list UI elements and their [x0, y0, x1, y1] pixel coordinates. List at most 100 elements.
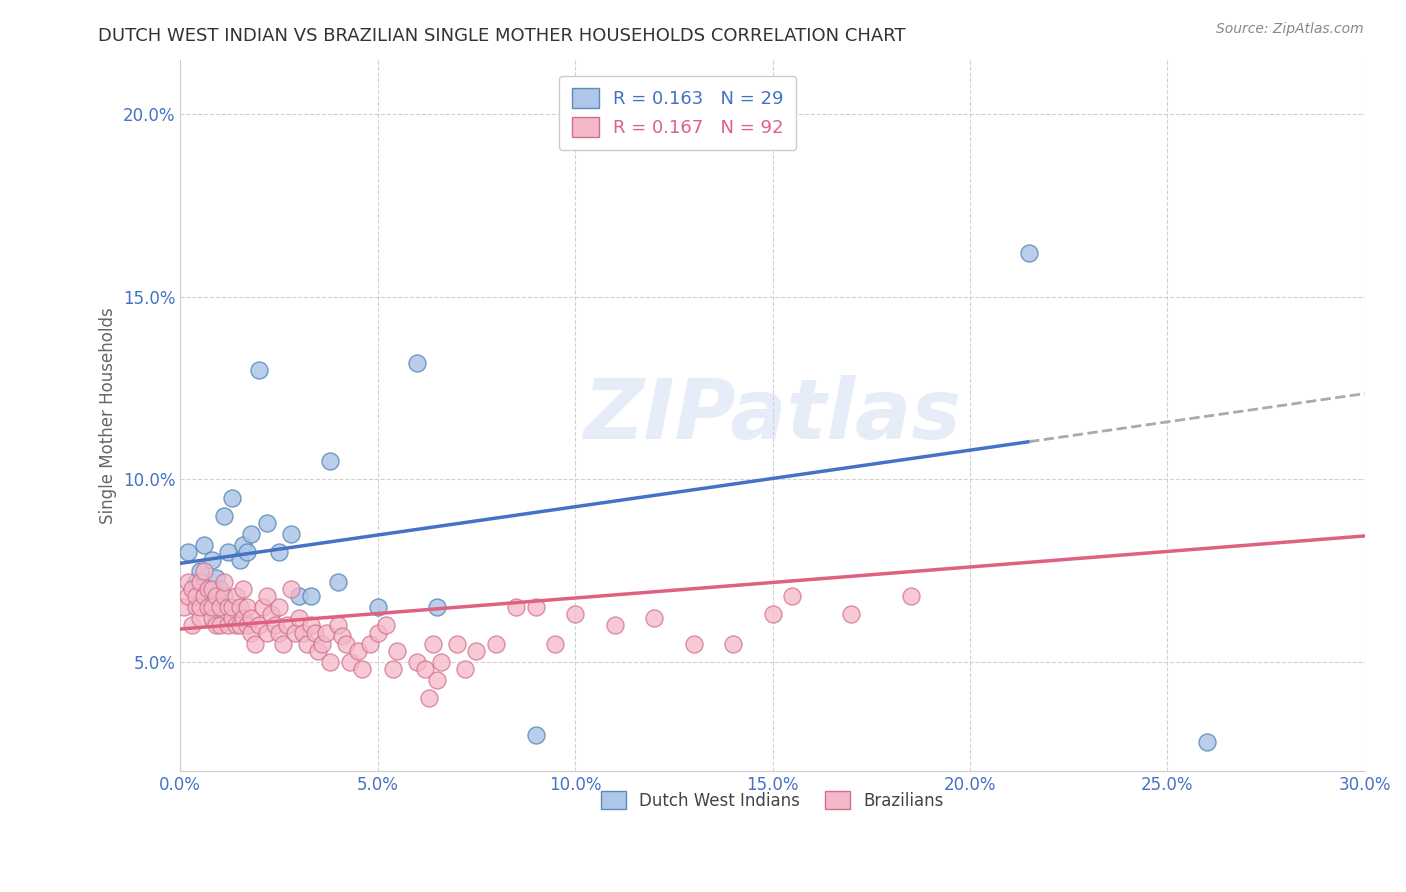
Point	[236, 545, 259, 559]
Point	[197, 600, 219, 615]
Point	[430, 655, 453, 669]
Point	[319, 655, 342, 669]
Point	[225, 589, 247, 603]
Point	[228, 618, 250, 632]
Legend: Dutch West Indians, Brazilians: Dutch West Indians, Brazilians	[595, 784, 950, 816]
Point	[1018, 246, 1040, 260]
Point	[236, 618, 259, 632]
Point	[188, 600, 211, 615]
Text: DUTCH WEST INDIAN VS BRAZILIAN SINGLE MOTHER HOUSEHOLDS CORRELATION CHART: DUTCH WEST INDIAN VS BRAZILIAN SINGLE MO…	[98, 27, 905, 45]
Point	[295, 637, 318, 651]
Point	[264, 618, 287, 632]
Point	[188, 564, 211, 578]
Point	[900, 589, 922, 603]
Point	[260, 607, 283, 622]
Point	[304, 625, 326, 640]
Point	[228, 600, 250, 615]
Point	[280, 582, 302, 596]
Point	[280, 527, 302, 541]
Point	[197, 582, 219, 596]
Point	[271, 637, 294, 651]
Point	[564, 607, 586, 622]
Point	[330, 629, 353, 643]
Point	[188, 574, 211, 589]
Point	[177, 589, 200, 603]
Point	[236, 600, 259, 615]
Point	[319, 454, 342, 468]
Point	[367, 600, 389, 615]
Point	[299, 589, 322, 603]
Point	[524, 728, 547, 742]
Point	[201, 611, 224, 625]
Point	[240, 611, 263, 625]
Point	[201, 582, 224, 596]
Point	[184, 574, 207, 589]
Point	[256, 589, 278, 603]
Point	[201, 600, 224, 615]
Point	[406, 655, 429, 669]
Point	[267, 625, 290, 640]
Point	[232, 582, 254, 596]
Point	[335, 637, 357, 651]
Point	[267, 545, 290, 559]
Point	[453, 662, 475, 676]
Point	[201, 552, 224, 566]
Point	[426, 673, 449, 687]
Y-axis label: Single Mother Households: Single Mother Households	[100, 307, 117, 524]
Point	[204, 589, 226, 603]
Point	[524, 600, 547, 615]
Point	[173, 600, 195, 615]
Point	[208, 600, 231, 615]
Point	[212, 508, 235, 523]
Point	[193, 538, 215, 552]
Point	[184, 600, 207, 615]
Point	[204, 571, 226, 585]
Point	[247, 618, 270, 632]
Point	[267, 600, 290, 615]
Point	[177, 545, 200, 559]
Point	[328, 618, 350, 632]
Point	[374, 618, 396, 632]
Point	[276, 618, 298, 632]
Point	[284, 625, 307, 640]
Point	[184, 589, 207, 603]
Point	[1195, 735, 1218, 749]
Point	[367, 625, 389, 640]
Point	[287, 589, 309, 603]
Point	[221, 600, 243, 615]
Point	[308, 644, 330, 658]
Point	[682, 637, 704, 651]
Point	[256, 516, 278, 531]
Text: Source: ZipAtlas.com: Source: ZipAtlas.com	[1216, 22, 1364, 37]
Point	[841, 607, 863, 622]
Point	[299, 618, 322, 632]
Point	[291, 625, 314, 640]
Point	[228, 552, 250, 566]
Point	[350, 662, 373, 676]
Point	[245, 637, 267, 651]
Point	[225, 618, 247, 632]
Point	[208, 582, 231, 596]
Point	[426, 600, 449, 615]
Point	[418, 691, 440, 706]
Point	[382, 662, 405, 676]
Point	[212, 574, 235, 589]
Point	[347, 644, 370, 658]
Point	[311, 637, 333, 651]
Point	[177, 574, 200, 589]
Point	[217, 545, 239, 559]
Point	[287, 611, 309, 625]
Point	[240, 625, 263, 640]
Point	[256, 625, 278, 640]
Point	[212, 589, 235, 603]
Point	[413, 662, 436, 676]
Point	[544, 637, 567, 651]
Point	[643, 611, 665, 625]
Point	[328, 574, 350, 589]
Point	[240, 527, 263, 541]
Point	[204, 618, 226, 632]
Point	[193, 589, 215, 603]
Point	[197, 582, 219, 596]
Point	[181, 582, 204, 596]
Point	[603, 618, 626, 632]
